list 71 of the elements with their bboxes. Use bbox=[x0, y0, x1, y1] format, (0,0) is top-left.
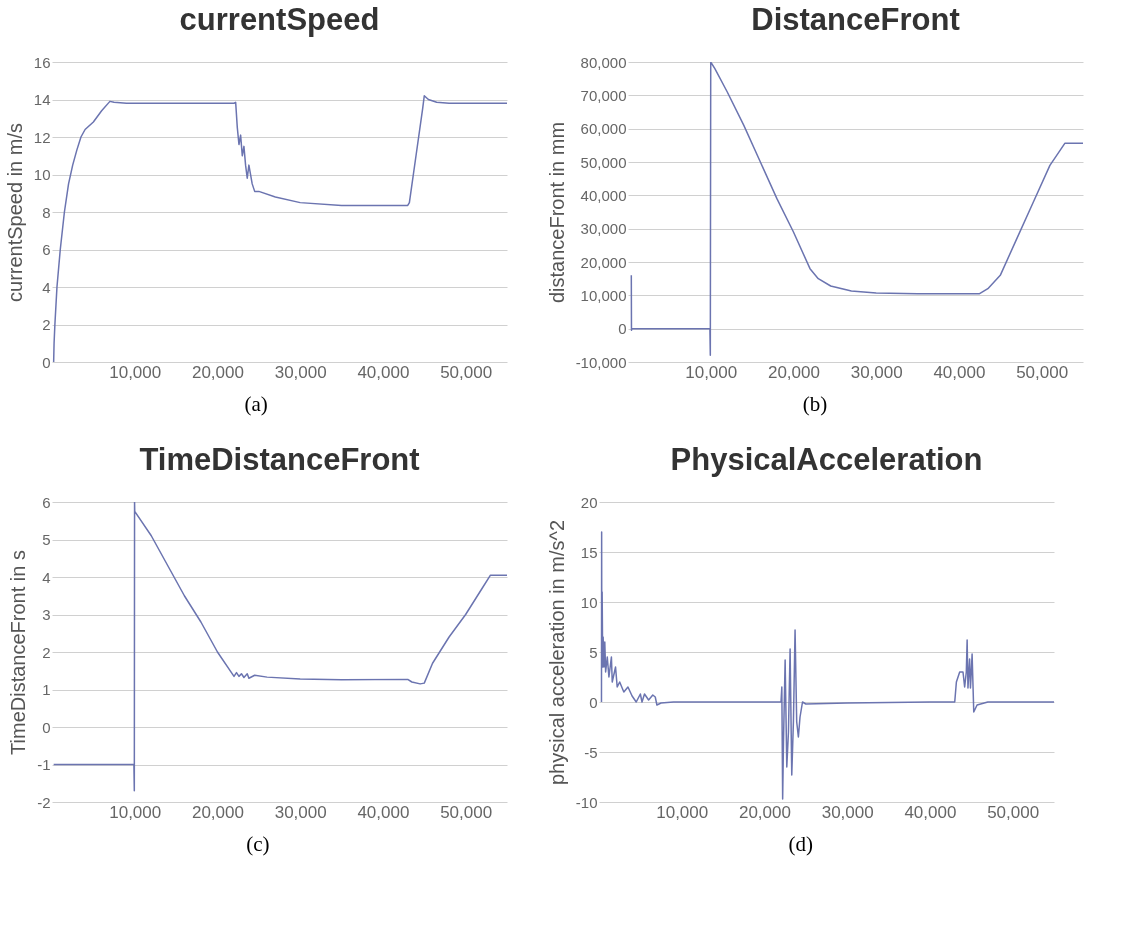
x-tick-label: 40,000 bbox=[357, 802, 410, 822]
x-tick-label: 40,000 bbox=[904, 802, 957, 822]
y-tick-label: 30,000 bbox=[580, 220, 627, 238]
y-tick-label: 10,000 bbox=[580, 286, 627, 304]
x-tick-label: 50,000 bbox=[987, 802, 1040, 822]
line-series bbox=[600, 531, 1054, 800]
text: (a) bbox=[244, 392, 268, 416]
x-tick-label: 40,000 bbox=[357, 362, 410, 382]
y-axis-title: TimeDistanceFront in s bbox=[7, 550, 30, 755]
y-tick-label: -1 bbox=[37, 756, 51, 773]
y-tick-label: 10 bbox=[33, 166, 51, 183]
y-tick-label: 80,000 bbox=[580, 53, 627, 71]
chart-title: PhysicalAcceleration bbox=[670, 442, 983, 477]
y-tick-label: 8 bbox=[42, 203, 51, 221]
y-tick-label: 6 bbox=[42, 241, 51, 258]
line-series bbox=[52, 95, 507, 362]
y-tick-label: -2 bbox=[37, 793, 51, 811]
y-tick-label: 1 bbox=[42, 681, 51, 698]
chart-title: DistanceFront bbox=[751, 2, 960, 37]
x-tick-label: 10,000 bbox=[685, 362, 738, 382]
y-tick-label: 10 bbox=[580, 593, 598, 611]
y-tick-label: -10 bbox=[575, 793, 598, 811]
line-series bbox=[630, 62, 1083, 357]
y-tick-label: 5 bbox=[42, 531, 51, 548]
y-tick-label: 4 bbox=[42, 568, 51, 586]
chart-title: TimeDistanceFront bbox=[139, 442, 420, 477]
y-tick-label: 16 bbox=[33, 53, 51, 71]
chart-title: currentSpeed bbox=[179, 2, 380, 37]
y-tick-label: -5 bbox=[584, 743, 598, 761]
x-tick-label: 50,000 bbox=[1016, 362, 1069, 382]
x-tick-label: 10,000 bbox=[109, 362, 162, 382]
y-tick-label: 0 bbox=[589, 693, 598, 711]
text: (b) bbox=[802, 392, 828, 416]
y-tick-label: 12 bbox=[33, 128, 51, 146]
line-series bbox=[52, 502, 507, 792]
y-tick-label: 0 bbox=[42, 353, 51, 371]
x-tick-label: 20,000 bbox=[191, 802, 244, 822]
x-tick-label: 30,000 bbox=[274, 802, 327, 822]
x-tick-label: 50,000 bbox=[440, 802, 493, 822]
text: (c) bbox=[246, 832, 270, 856]
y-tick-label: 3 bbox=[42, 606, 51, 623]
x-tick-label: 30,000 bbox=[821, 802, 874, 822]
y-axis-title: distanceFront in mm bbox=[545, 121, 568, 304]
y-tick-label: 2 bbox=[42, 643, 51, 661]
y-tick-label: 40,000 bbox=[580, 186, 627, 204]
y-tick-label: 50,000 bbox=[580, 153, 627, 171]
x-tick-label: 10,000 bbox=[656, 802, 709, 822]
x-tick-label: 20,000 bbox=[767, 362, 820, 382]
x-tick-label: 40,000 bbox=[933, 362, 986, 382]
y-tick-label: 14 bbox=[33, 91, 51, 108]
x-tick-label: 10,000 bbox=[109, 802, 162, 822]
y-tick-label: 5 bbox=[589, 643, 598, 661]
x-tick-label: 50,000 bbox=[440, 362, 493, 382]
y-axis-title: physical acceleration in m/s^2 bbox=[545, 519, 568, 786]
y-tick-label: 20 bbox=[580, 493, 598, 511]
y-tick-label: 0 bbox=[618, 320, 627, 338]
y-tick-label: 4 bbox=[42, 278, 51, 296]
x-tick-label: 20,000 bbox=[191, 362, 244, 382]
text: (d) bbox=[788, 832, 813, 856]
y-tick-label: 15 bbox=[580, 543, 598, 561]
x-tick-label: 30,000 bbox=[850, 362, 903, 382]
y-tick-label: 2 bbox=[42, 316, 51, 333]
x-tick-label: 30,000 bbox=[274, 362, 327, 382]
y-axis-title: currentSpeed in m/s bbox=[3, 123, 26, 302]
y-tick-label: 6 bbox=[42, 493, 51, 511]
x-tick-label: 20,000 bbox=[738, 802, 791, 822]
y-tick-label: 70,000 bbox=[580, 86, 627, 104]
y-tick-label: -10,000 bbox=[575, 353, 627, 371]
y-tick-label: 0 bbox=[42, 718, 51, 736]
y-tick-label: 20,000 bbox=[580, 253, 627, 271]
y-tick-label: 60,000 bbox=[580, 120, 627, 138]
